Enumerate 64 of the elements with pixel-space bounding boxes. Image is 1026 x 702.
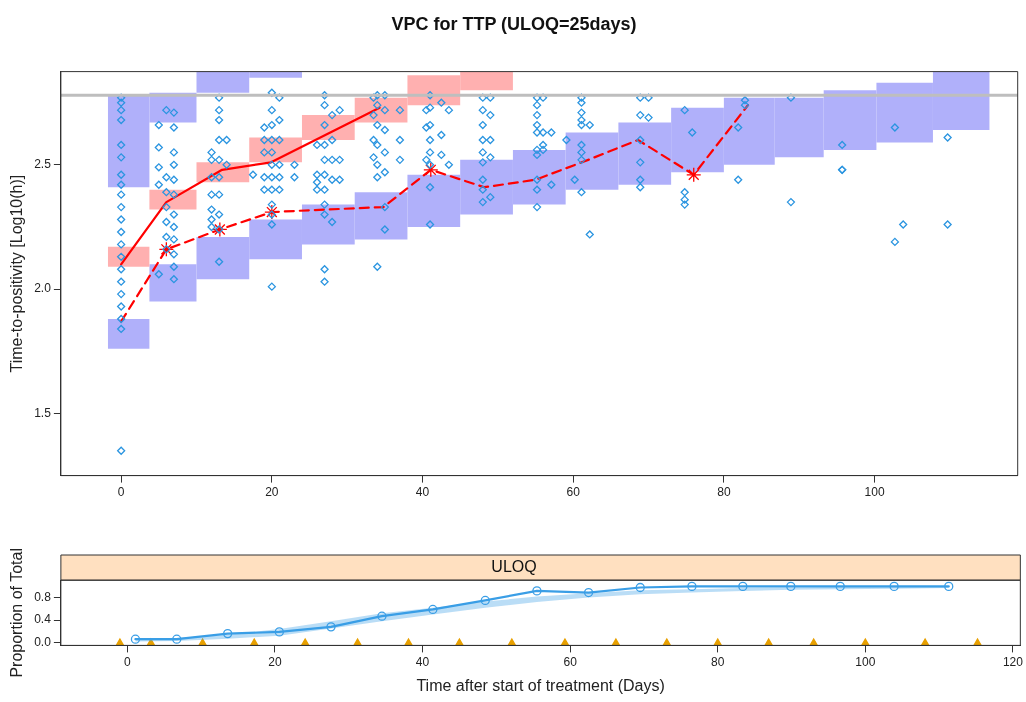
point bbox=[172, 634, 182, 644]
chart-title: ULOQ bbox=[491, 558, 537, 576]
point bbox=[116, 638, 124, 645]
point bbox=[212, 221, 228, 238]
point bbox=[455, 638, 464, 645]
y-tick-label: 1.5 bbox=[34, 405, 52, 420]
point bbox=[264, 204, 280, 220]
x-tick-label: 60 bbox=[563, 654, 578, 669]
y-axis-title: Time-to-positivity [Log10(h)] bbox=[8, 174, 26, 373]
point bbox=[861, 638, 870, 645]
point bbox=[889, 581, 899, 592]
point bbox=[583, 587, 594, 598]
x-tick-label: 120 bbox=[1002, 654, 1024, 669]
point bbox=[810, 638, 818, 645]
point bbox=[921, 638, 929, 645]
point bbox=[250, 638, 258, 645]
x-tick-label: 100 bbox=[864, 485, 885, 500]
point bbox=[377, 611, 387, 621]
point bbox=[130, 634, 141, 644]
point bbox=[944, 581, 954, 592]
point bbox=[147, 638, 155, 645]
y-tick-label: 2.5 bbox=[34, 157, 52, 172]
point bbox=[428, 604, 438, 615]
point bbox=[274, 627, 284, 637]
point bbox=[158, 241, 175, 258]
point bbox=[480, 595, 490, 606]
point bbox=[404, 638, 413, 645]
y-axis-title: Proportion of Total bbox=[8, 548, 26, 678]
point bbox=[764, 638, 773, 645]
point bbox=[198, 638, 207, 645]
point bbox=[663, 638, 671, 645]
point bbox=[532, 586, 542, 596]
point bbox=[786, 581, 796, 592]
point bbox=[612, 638, 620, 645]
point bbox=[738, 581, 748, 592]
x-tick-label: 40 bbox=[415, 654, 430, 669]
point bbox=[561, 638, 569, 645]
x-tick-label: 0 bbox=[123, 654, 131, 669]
x-tick-label: 40 bbox=[415, 485, 430, 500]
point bbox=[835, 581, 845, 592]
point bbox=[326, 622, 336, 632]
point bbox=[223, 628, 233, 639]
point bbox=[353, 638, 362, 645]
y-tick-label: 0.0 bbox=[34, 634, 52, 649]
x-tick-label: 80 bbox=[711, 654, 725, 669]
x-tick-label: 20 bbox=[265, 485, 279, 500]
point bbox=[301, 638, 309, 645]
chart-title: VPC for TTP (ULOQ=25days) bbox=[391, 13, 637, 34]
y-tick-label: 0.4 bbox=[34, 612, 52, 627]
x-tick-label: 20 bbox=[268, 654, 282, 669]
y-tick-label: 0.8 bbox=[34, 589, 52, 604]
x-tick-label: 0 bbox=[117, 485, 125, 500]
x-tick-label: 100 bbox=[855, 654, 876, 669]
x-axis-title: Time after start of treatment (Days) bbox=[416, 676, 665, 694]
point bbox=[508, 638, 516, 645]
point bbox=[973, 638, 982, 645]
x-tick-label: 60 bbox=[566, 485, 581, 500]
point bbox=[686, 167, 702, 183]
y-tick-label: 2.0 bbox=[34, 281, 52, 296]
point bbox=[423, 162, 439, 178]
point bbox=[714, 638, 722, 645]
point bbox=[635, 582, 645, 593]
point bbox=[687, 581, 697, 592]
x-tick-label: 80 bbox=[717, 485, 731, 500]
